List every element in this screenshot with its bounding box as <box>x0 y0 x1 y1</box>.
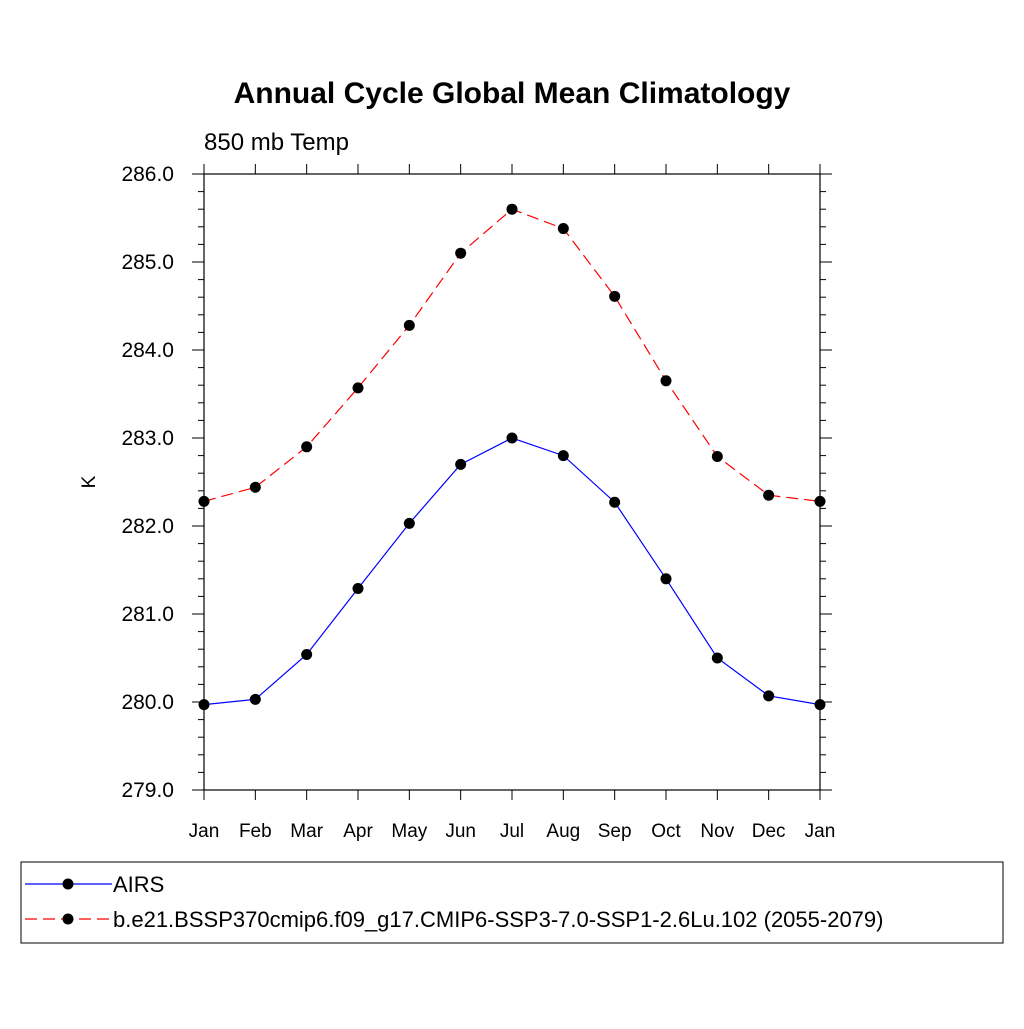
y-tick-label: 280.0 <box>121 691 174 714</box>
legend: AIRS b.e21.BSSP370cmip6.f09_g17.CMIP6-SSP… <box>20 861 1004 944</box>
data-point <box>711 652 723 664</box>
axis-ticks <box>192 164 832 800</box>
data-point <box>403 517 415 529</box>
x-tick-label: Nov <box>700 821 734 842</box>
series-line-0 <box>203 437 821 706</box>
x-tick-label: Jan <box>805 821 836 842</box>
x-tick-label: Mar <box>290 821 323 842</box>
data-point <box>301 648 313 660</box>
legend-marker-0 <box>62 878 74 890</box>
data-point <box>249 481 261 493</box>
x-tick-label: Jan <box>189 821 220 842</box>
legend-box <box>20 861 1004 944</box>
tick-labels: Jan Feb Mar Apr May Jun Jul Aug Sep Oct Nov Dec Jan 2… <box>121 163 835 842</box>
data-point <box>557 223 569 235</box>
data-point <box>557 450 569 462</box>
data-point <box>763 690 775 702</box>
x-tick-label: Apr <box>343 821 373 842</box>
legend-label-0: AIRS <box>113 872 164 897</box>
data-point <box>711 450 723 462</box>
data-point <box>301 441 313 453</box>
data-point <box>763 489 775 501</box>
data-point <box>660 573 672 585</box>
data-point <box>403 319 415 331</box>
x-tick-label: Jul <box>500 821 524 842</box>
x-tick-label: Jun <box>445 821 476 842</box>
data-point <box>455 247 467 259</box>
data-point <box>609 290 621 302</box>
y-tick-label: 279.0 <box>121 779 174 802</box>
y-tick-label: 286.0 <box>121 163 174 186</box>
y-tick-label: 282.0 <box>121 515 174 538</box>
data-point <box>352 582 364 594</box>
x-tick-label: Sep <box>598 821 632 842</box>
series-layer <box>198 203 826 711</box>
y-axis-label: K <box>79 475 100 488</box>
y-tick-label: 281.0 <box>121 603 174 626</box>
data-point <box>660 375 672 387</box>
plot-frame <box>203 173 821 791</box>
legend-label-1: b.e21.BSSP370cmip6.f09_g17.CMIP6-SSP3-7.… <box>113 907 883 932</box>
chart-title: Annual Cycle Global Mean Climatology <box>234 77 791 110</box>
x-tick-label: Feb <box>239 821 272 842</box>
data-point <box>506 203 518 215</box>
legend-marker-1 <box>62 913 74 925</box>
data-point <box>506 432 518 444</box>
x-tick-label: May <box>391 821 427 842</box>
y-tick-label: 285.0 <box>121 251 174 274</box>
x-tick-label: Dec <box>752 821 786 842</box>
data-point <box>352 382 364 394</box>
y-tick-label: 283.0 <box>121 427 174 450</box>
x-tick-label: Aug <box>546 821 580 842</box>
chart-subtitle: 850 mb Temp <box>204 129 349 156</box>
data-point <box>455 458 467 470</box>
data-point <box>609 496 621 508</box>
series-line-1 <box>203 208 821 502</box>
x-tick-label: Oct <box>651 821 681 842</box>
y-tick-label: 284.0 <box>121 339 174 362</box>
data-point <box>249 693 261 705</box>
